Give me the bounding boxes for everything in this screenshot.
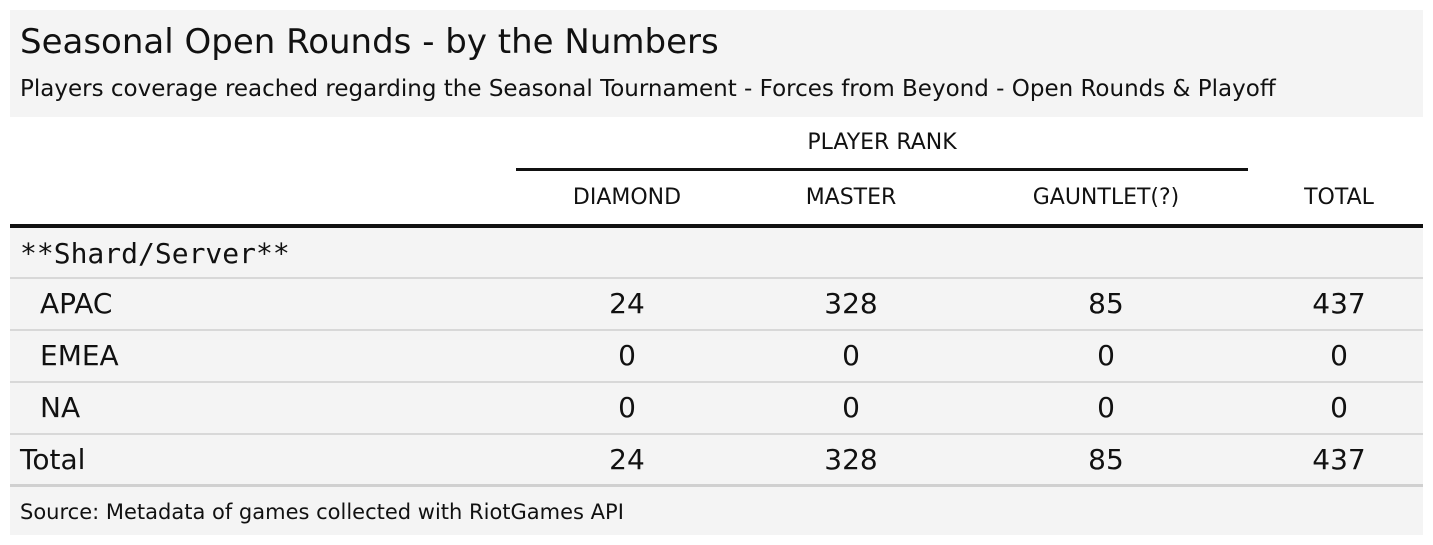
table-cell: 0	[842, 339, 860, 372]
source-note: Source: Metadata of games collected with…	[20, 500, 624, 524]
table-cell: 0	[618, 391, 636, 424]
table-cell: 24	[609, 443, 645, 476]
table-cell: 85	[1088, 287, 1124, 320]
table-cell: 24	[609, 287, 645, 320]
total-label: Total	[20, 443, 86, 476]
table-cell: 0	[842, 391, 860, 424]
table-cell: 85	[1088, 443, 1124, 476]
table-header: Seasonal Open Rounds - by the Numbers Pl…	[10, 10, 1423, 117]
data-table: PLAYER RANK DIAMOND MASTER GAUNTLET(?) T…	[10, 117, 1423, 487]
table-cell: 0	[618, 339, 636, 372]
spanner-rule	[516, 168, 1248, 171]
table-cell: 0	[1097, 339, 1115, 372]
column-header-diamond: DIAMOND	[572, 185, 682, 210]
group-label: **Shard/Server**	[20, 237, 290, 270]
table-cell: 437	[1312, 443, 1366, 476]
table-row-na: NA 0 0 0 0	[10, 383, 1423, 435]
row-label: EMEA	[40, 339, 119, 372]
chart-subtitle: Players coverage reached regarding the S…	[20, 76, 1276, 102]
table-row-total: Total 24 328 85 437	[10, 435, 1423, 487]
group-row: **Shard/Server**	[10, 228, 1423, 279]
chart-title: Seasonal Open Rounds - by the Numbers	[20, 22, 719, 62]
column-header-master: MASTER	[805, 185, 897, 210]
table-cell: 0	[1330, 391, 1348, 424]
table-row-apac: APAC 24 328 85 437	[10, 279, 1423, 331]
table-cell: 0	[1097, 391, 1115, 424]
table-cell: 437	[1312, 287, 1366, 320]
column-header-total: TOTAL	[1304, 185, 1374, 210]
row-label: APAC	[40, 287, 113, 320]
table-cell: 328	[824, 443, 878, 476]
source-footer: Source: Metadata of games collected with…	[10, 487, 1423, 535]
table-cell: 328	[824, 287, 878, 320]
header-rule	[10, 224, 1423, 228]
table-row-emea: EMEA 0 0 0 0	[10, 331, 1423, 383]
spanner-player-rank: PLAYER RANK	[807, 130, 957, 155]
table-cell: 0	[1330, 339, 1348, 372]
column-header-gauntlet: GAUNTLET(?)	[1032, 185, 1180, 210]
row-label: NA	[40, 391, 81, 424]
